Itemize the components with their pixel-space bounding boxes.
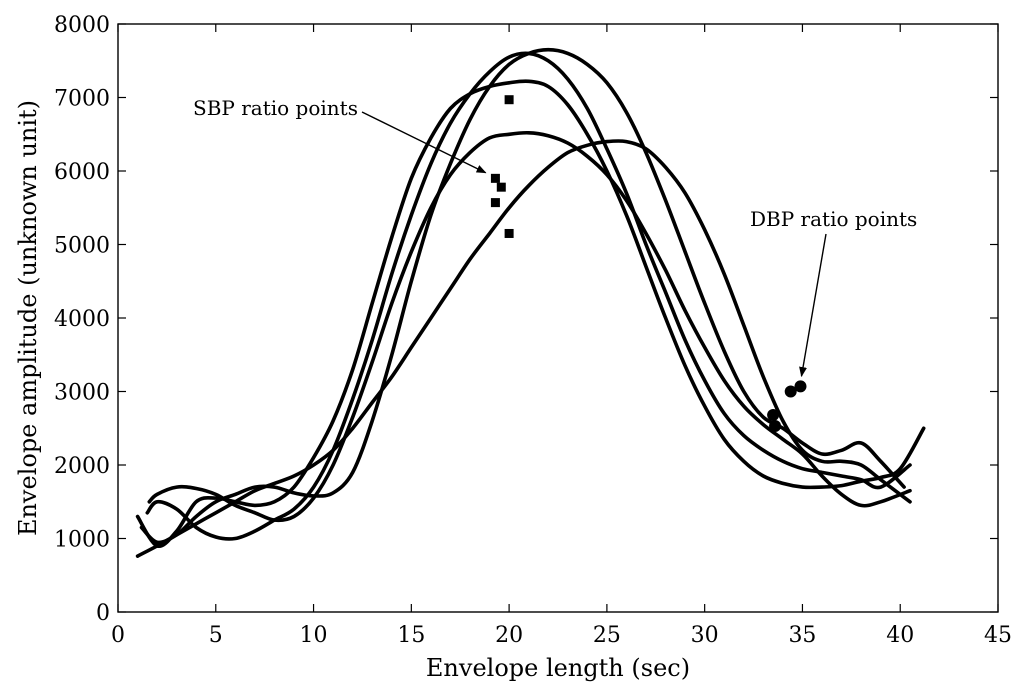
- y-tick-label: 6000: [54, 160, 110, 185]
- y-tick-label: 8000: [54, 13, 110, 38]
- x-tick-label: 5: [209, 623, 223, 648]
- annotation-sbp-arrow: [361, 111, 487, 174]
- x-tick-label: 45: [984, 623, 1012, 648]
- sbp-ratio-point: [504, 95, 514, 105]
- dbp-ratio-point: [784, 385, 797, 398]
- annotation-dbp-label: DBP ratio points: [750, 207, 917, 231]
- y-tick-label: 4000: [54, 307, 110, 332]
- annotation-sbp-label: SBP ratio points: [193, 96, 358, 120]
- y-tick-label: 1000: [54, 528, 110, 553]
- series-line-envelope-1: [135, 79, 926, 549]
- x-tick-label: 35: [788, 623, 816, 648]
- y-tick-label: 2000: [54, 454, 110, 479]
- x-tick-label: 30: [691, 623, 719, 648]
- x-tick-label: 25: [593, 623, 621, 648]
- series-line-envelope-2: [135, 139, 912, 558]
- series-curves: [135, 47, 926, 558]
- sbp-ratio-point: [504, 228, 514, 238]
- x-tick-label: 40: [886, 623, 914, 648]
- tick-labels: 0 5 10 15 20 25 30 35 40 45 0 1000 2000 3000 4000 5000 6…: [54, 13, 1012, 648]
- y-axis-title: Envelope amplitude (unknown unit): [14, 100, 42, 536]
- series-line-envelope-5: [147, 130, 912, 523]
- ratio-markers: [490, 95, 807, 433]
- annotation-dbp-arrow: [799, 233, 827, 378]
- x-tick-label: 0: [111, 623, 125, 648]
- sbp-ratio-point: [490, 198, 500, 208]
- x-axis-title: Envelope length (sec): [426, 654, 690, 682]
- series-line-envelope-3: [139, 47, 906, 545]
- dbp-ratio-point: [769, 420, 782, 433]
- sbp-ratio-point: [496, 182, 506, 192]
- y-tick-label: 0: [96, 601, 110, 626]
- dbp-ratio-point: [794, 380, 807, 393]
- x-tick-label: 20: [495, 623, 523, 648]
- y-tick-label: 3000: [54, 381, 110, 406]
- series-line-envelope-4: [145, 51, 912, 541]
- x-tick-label: 15: [397, 623, 425, 648]
- dbp-ratio-point: [767, 409, 780, 422]
- y-tick-label: 7000: [54, 87, 110, 112]
- y-tick-label: 5000: [54, 234, 110, 259]
- x-tick-label: 10: [300, 623, 328, 648]
- plot-frame: [117, 23, 999, 613]
- sbp-ratio-point: [490, 173, 500, 183]
